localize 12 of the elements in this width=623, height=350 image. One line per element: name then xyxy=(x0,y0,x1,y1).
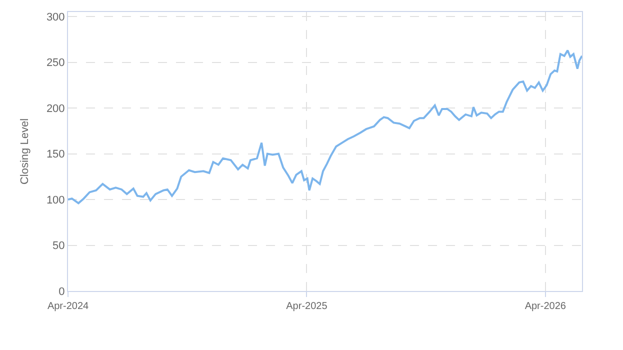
y-tick-label: 200 xyxy=(46,102,65,115)
y-tick-label: 150 xyxy=(46,148,65,161)
x-tick-label: Apr-2025 xyxy=(286,301,328,312)
y-tick-label: 100 xyxy=(46,194,65,206)
y-tick-label: 50 xyxy=(52,240,65,252)
y-axis-title: Closing Level xyxy=(19,118,32,185)
x-tick-label: Apr-2024 xyxy=(47,301,90,312)
y-tick-label: 250 xyxy=(46,57,65,70)
line-series xyxy=(68,49,582,204)
y-tick-label: 300 xyxy=(46,11,65,24)
x-tick-label: Apr-2026 xyxy=(524,301,566,312)
y-tick-label: 0 xyxy=(58,286,65,298)
